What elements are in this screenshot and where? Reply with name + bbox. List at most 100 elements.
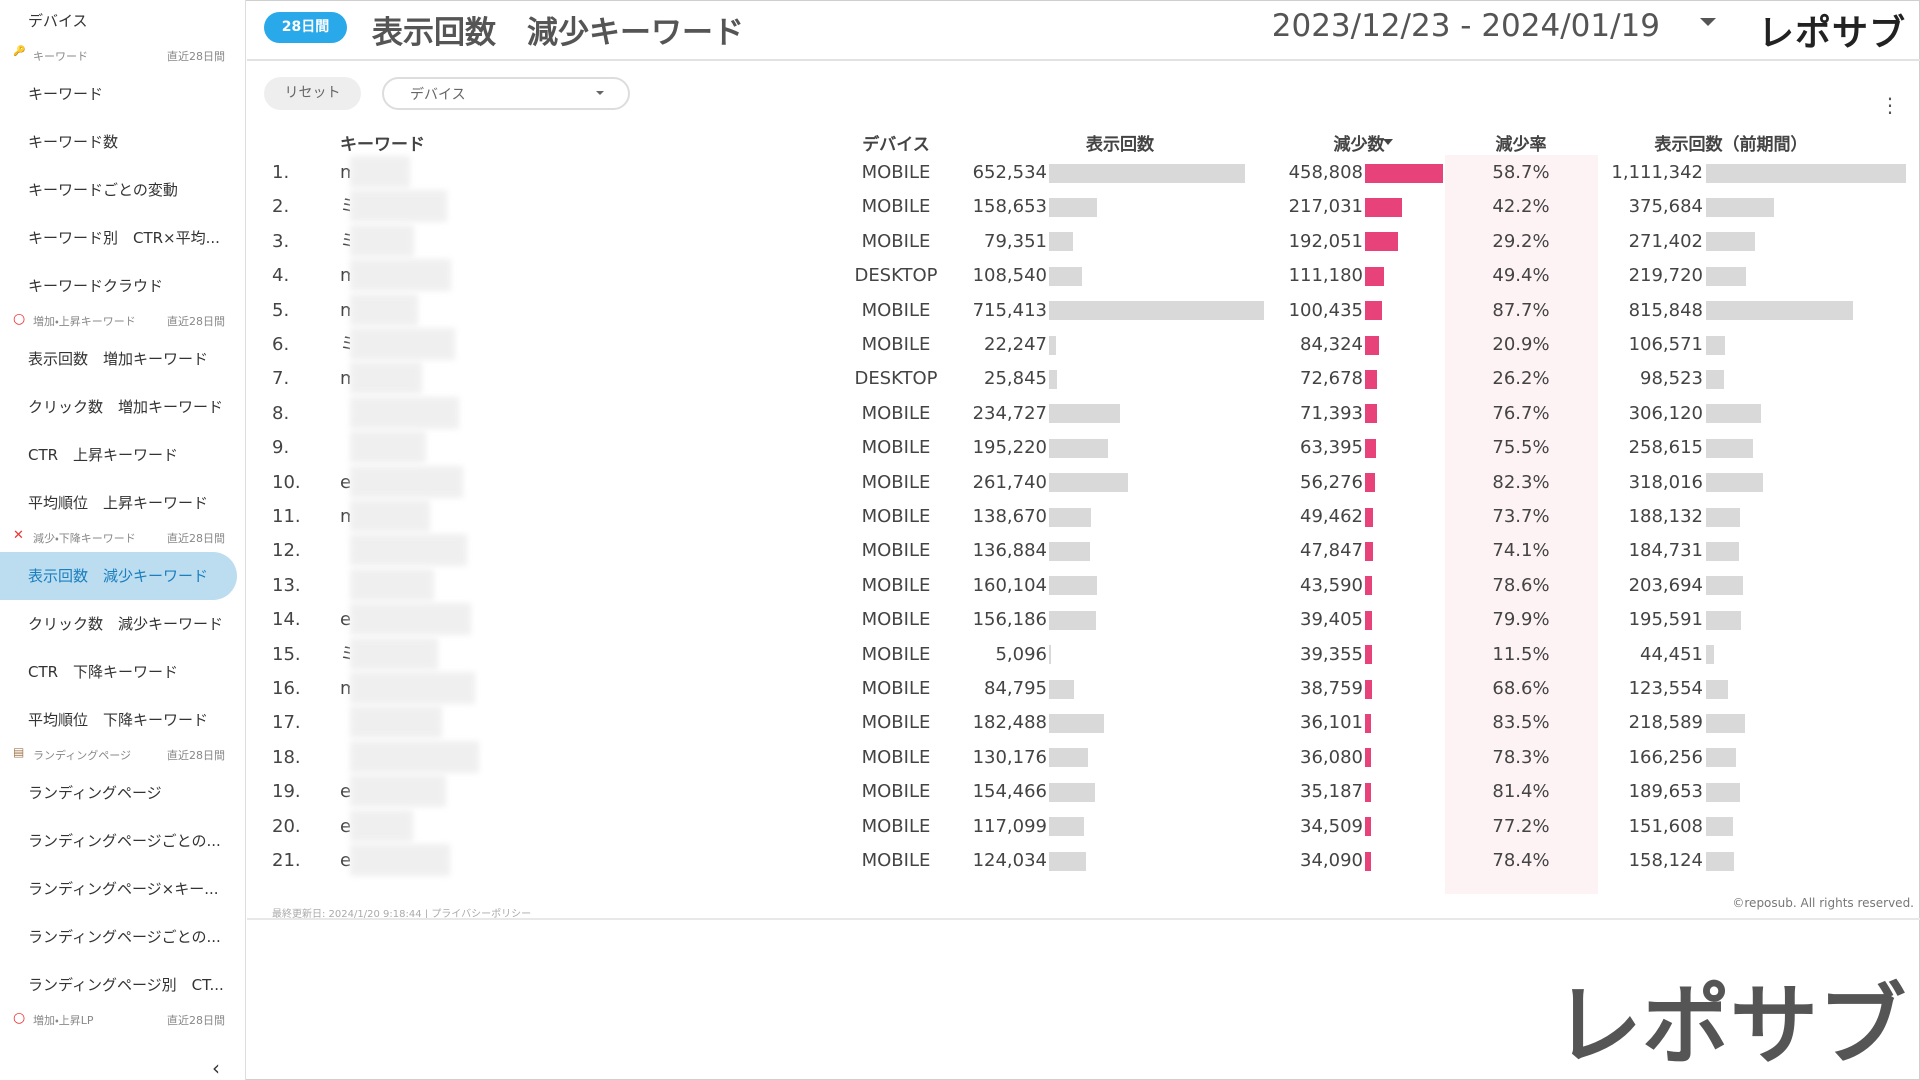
nav-item[interactable]: ランディングページ	[28, 784, 162, 802]
rank: 19.	[272, 781, 301, 803]
column-header[interactable]: キーワード	[340, 135, 425, 155]
keyword: e	[340, 781, 350, 803]
rate: 77.2%	[1492, 815, 1550, 837]
date-range[interactable]: 2023/12/23 - 2024/01/19	[1271, 8, 1660, 44]
nav-item[interactable]: ランディングページ×キー...	[28, 880, 219, 898]
dec-bar	[1365, 645, 1372, 665]
prev-value: 258,615	[1628, 437, 1703, 459]
prev-value: 188,132	[1628, 506, 1703, 527]
section-label: ランディングページ	[33, 749, 132, 762]
footer-separator: |	[424, 909, 429, 920]
dec-value: 38,759	[1300, 678, 1363, 699]
nav-item[interactable]: 表示回数 増加キーワード	[28, 350, 209, 368]
column-header[interactable]: 表示回数（前期間）	[1654, 135, 1808, 155]
prev-value: 189,653	[1628, 781, 1703, 803]
dec-value: 111,180	[1288, 265, 1363, 287]
privacy-link[interactable]: プライバシーポリシー	[431, 909, 532, 920]
imp-bar	[1049, 232, 1073, 252]
nav-item[interactable]: CTR 上昇キーワード	[28, 446, 179, 464]
dec-value: 192,051	[1288, 230, 1363, 252]
prev-bar	[1706, 576, 1743, 596]
copyright: ©reposub. All rights reserved.	[1732, 896, 1914, 910]
dec-value: 56,276	[1300, 471, 1363, 493]
dec-bar	[1365, 541, 1374, 561]
device: MOBILE	[861, 334, 931, 355]
rate: 78.6%	[1492, 574, 1550, 596]
nav-item[interactable]: クリック数 減少キーワード	[28, 615, 224, 633]
nav-item[interactable]: キーワードクラウド	[28, 277, 164, 295]
prev-value: 219,720	[1628, 265, 1703, 287]
rank: 3.	[272, 230, 290, 252]
rank: 2.	[272, 196, 290, 218]
dec-bar	[1365, 163, 1443, 183]
prev-bar	[1706, 610, 1742, 630]
nav-item[interactable]: CTR 下降キーワード	[28, 663, 179, 681]
prev-value: 815,848	[1628, 299, 1703, 321]
imp-value: 130,176	[972, 746, 1047, 768]
dec-value: 35,187	[1300, 781, 1363, 803]
device: MOBILE	[861, 815, 931, 837]
rank: 15.	[272, 643, 301, 665]
keyword: ミ	[340, 334, 350, 355]
column-header[interactable]: 減少率	[1495, 135, 1547, 155]
prev-bar	[1706, 404, 1762, 424]
device-filter[interactable]: デバイス	[382, 77, 630, 110]
imp-bar	[1049, 851, 1087, 871]
imp-value: 84,795	[984, 678, 1047, 699]
dec-bar	[1365, 438, 1376, 458]
nav-item[interactable]: キーワード別 CTR×平均...	[28, 229, 220, 247]
rate: 82.3%	[1492, 471, 1550, 493]
prev-value: 151,608	[1628, 815, 1703, 837]
keyword-blur	[350, 809, 413, 842]
dec-bar	[1365, 610, 1372, 630]
keyword-blur	[350, 568, 434, 601]
keyword-blur	[350, 672, 475, 704]
section-period: 直近28日間	[167, 749, 225, 762]
rank: 12.	[272, 540, 301, 562]
column-header[interactable]: 表示回数	[1086, 135, 1154, 155]
column-header[interactable]: デバイス	[862, 135, 930, 155]
dec-value: 84,324	[1300, 334, 1363, 355]
prev-value: 184,731	[1628, 540, 1703, 562]
imp-bar	[1049, 713, 1104, 733]
nav-item[interactable]: キーワード	[28, 85, 104, 103]
prev-value: 195,591	[1628, 609, 1703, 631]
rate-column-bg	[1445, 155, 1598, 894]
prev-value: 44,451	[1640, 643, 1703, 665]
rank: 10.	[272, 471, 301, 493]
imp-value: 715,413	[972, 299, 1047, 321]
dec-value: 36,080	[1300, 746, 1363, 768]
prev-value: 318,016	[1628, 471, 1703, 493]
imp-bar	[1049, 507, 1091, 527]
reset-button[interactable]: リセット	[264, 77, 361, 110]
imp-value: 124,034	[972, 850, 1047, 871]
date-dropdown-arrow[interactable]	[1700, 18, 1716, 26]
rate: 49.4%	[1492, 265, 1550, 287]
dec-value: 34,509	[1300, 815, 1363, 837]
nav-item[interactable]: クリック数 増加キーワード	[28, 398, 224, 416]
column-header[interactable]: 減少数	[1333, 135, 1385, 155]
prev-bar	[1706, 163, 1906, 183]
prev-bar	[1706, 817, 1734, 837]
prev-value: 1,111,342	[1611, 162, 1703, 183]
nav-item[interactable]: 平均順位 下降キーワード	[28, 711, 209, 729]
period-badge[interactable]: 28日間	[264, 12, 347, 43]
imp-value: 158,653	[972, 196, 1047, 218]
imp-bar	[1049, 197, 1097, 217]
nav-item[interactable]: キーワード数	[28, 133, 119, 151]
nav-item[interactable]: デバイス	[28, 12, 88, 30]
keyword-blur	[350, 328, 455, 360]
nav-item[interactable]: キーワードごとの変動	[28, 181, 178, 199]
dec-value: 63,395	[1300, 437, 1363, 459]
collapse-button[interactable]: ‹	[212, 1056, 220, 1080]
nav-item[interactable]: 表示回数 減少キーワード	[28, 567, 209, 585]
nav-item[interactable]: ランディングページごとの...	[28, 928, 221, 946]
device: MOBILE	[861, 299, 931, 321]
rate: 73.7%	[1492, 506, 1550, 527]
nav-item[interactable]: 平均順位 上昇キーワード	[28, 494, 209, 512]
nav-item[interactable]: ランディングページごとの...	[28, 832, 221, 850]
imp-value: 136,884	[972, 540, 1047, 562]
nav-item[interactable]: ランディングページ別 CT...	[28, 976, 224, 994]
keyword: m	[340, 162, 350, 183]
